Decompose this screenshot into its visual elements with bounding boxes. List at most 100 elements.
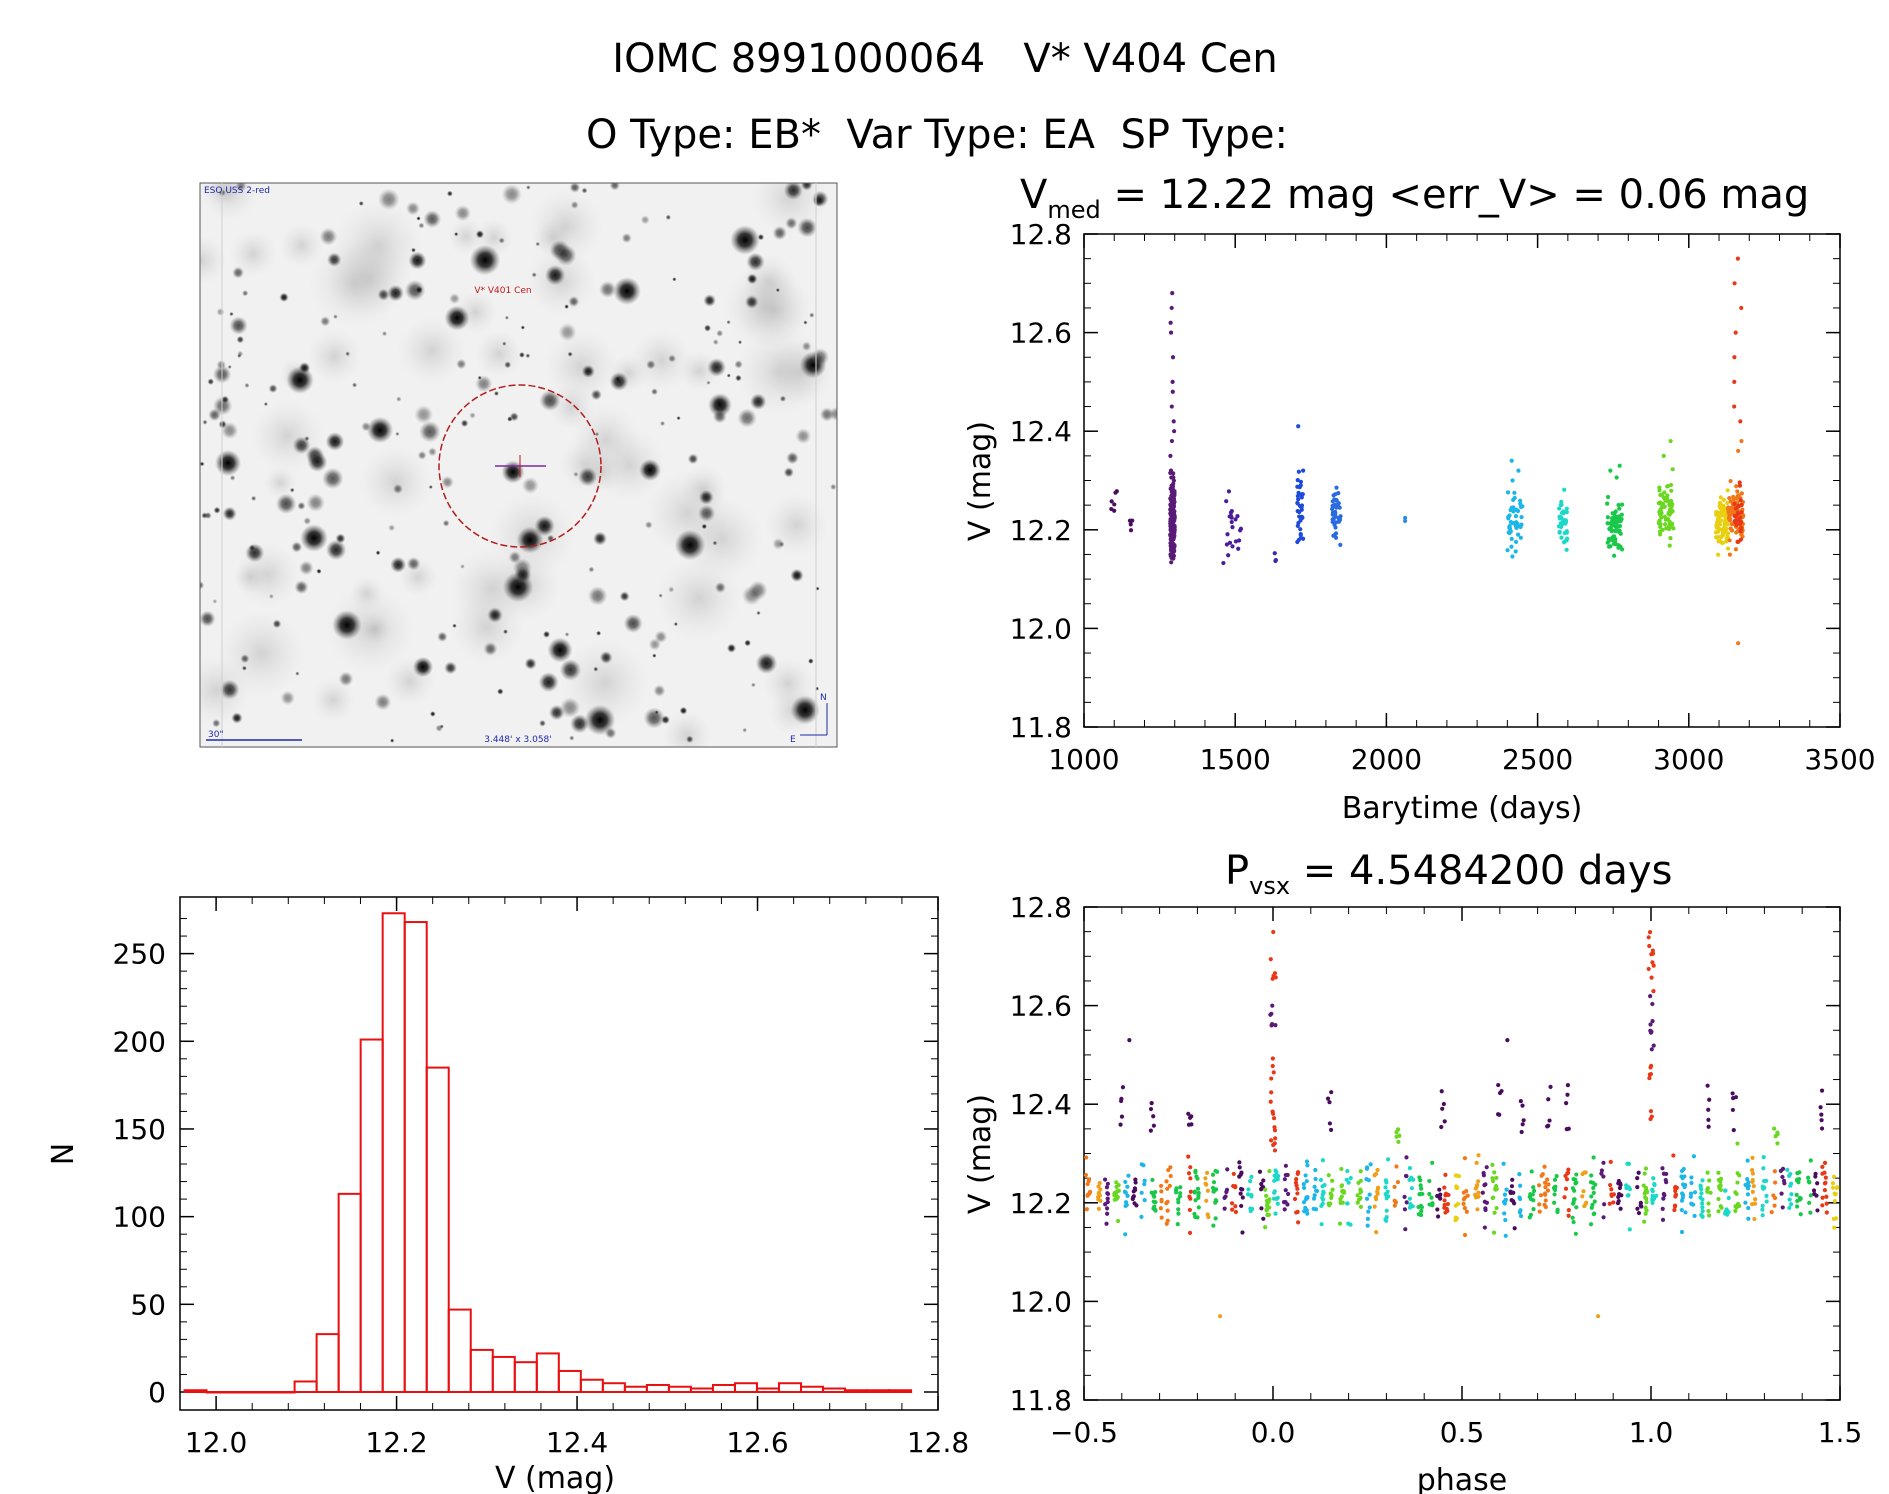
lightcurve-point — [1726, 506, 1731, 512]
lightcurve-point — [1615, 524, 1621, 529]
phased-point — [1735, 1180, 1740, 1185]
phased-point — [1248, 1178, 1253, 1184]
lightcurve-point — [1557, 506, 1562, 511]
phased-point — [1494, 1205, 1499, 1211]
phased-point — [1574, 1172, 1579, 1177]
phased-point — [1648, 1109, 1654, 1114]
y-tick-label: 12.0 — [1010, 612, 1072, 645]
finder-star — [221, 421, 239, 440]
lightcurve-point — [1226, 489, 1232, 494]
phased-outlier-point — [1217, 1314, 1223, 1319]
phased-point — [1493, 1187, 1498, 1192]
lightcurve-point — [1669, 488, 1674, 493]
phased-point — [1373, 1194, 1378, 1200]
phased-point — [1590, 1202, 1595, 1207]
finder-star — [609, 371, 629, 391]
phased-point — [1760, 1203, 1765, 1208]
histogram-bar — [491, 1355, 516, 1394]
finder-star — [493, 390, 499, 396]
finder-compass-n-label: N — [820, 693, 827, 703]
phased-point — [1565, 1092, 1570, 1097]
phased-point — [1512, 1226, 1517, 1231]
phased-point — [1483, 1206, 1488, 1211]
lightcurve-point — [1225, 532, 1230, 537]
phased-point — [1330, 1178, 1335, 1183]
phased-point — [1105, 1196, 1110, 1201]
phased-point — [1546, 1097, 1551, 1102]
lightcurve-point — [1716, 526, 1721, 532]
phased-point — [1292, 1196, 1298, 1202]
finder-star — [212, 719, 221, 728]
phased-point — [1131, 1189, 1136, 1194]
finder-star — [242, 290, 249, 297]
finder-star — [564, 304, 569, 309]
phased-point — [1276, 1173, 1281, 1179]
lightcurve-point — [1295, 509, 1300, 514]
phased-point — [1796, 1176, 1802, 1182]
phased-point — [1192, 1190, 1197, 1195]
phased-point — [1733, 1095, 1739, 1100]
lightcurve-point — [1736, 539, 1741, 544]
phased-point — [1573, 1231, 1578, 1236]
phased-point — [1275, 1201, 1280, 1206]
lightcurve-point — [1168, 320, 1173, 325]
lightcurve-point — [1235, 514, 1240, 519]
lightcurve-point — [1725, 500, 1730, 506]
finder-star — [587, 586, 608, 606]
finder-star — [590, 389, 602, 401]
phased-point — [1592, 1211, 1597, 1216]
lightcurve-point — [1224, 499, 1229, 504]
lightcurve-point — [1509, 520, 1515, 525]
lightcurve-point — [1736, 493, 1741, 498]
histogram-bar — [249, 1391, 274, 1394]
finder-star — [738, 340, 743, 345]
histogram-bars — [183, 912, 913, 1394]
finder-bright-star — [790, 695, 820, 725]
finder-star — [599, 651, 613, 664]
phased-point — [1823, 1175, 1828, 1180]
lightcurve-point — [1739, 491, 1745, 496]
finder-star — [811, 190, 829, 208]
phased-point — [1639, 1204, 1644, 1209]
lightcurve-point — [1616, 502, 1621, 508]
lightcurve-point — [1721, 504, 1726, 510]
finder-nebulosity — [662, 710, 712, 747]
lightcurve-point — [1732, 501, 1737, 507]
lightcurve-point — [1170, 509, 1175, 514]
finder-star — [772, 537, 785, 550]
lightcurve-point — [1518, 524, 1523, 530]
finder-star — [275, 493, 297, 515]
phased-point — [1445, 1208, 1450, 1214]
phased-point — [1495, 1112, 1501, 1117]
phased-point — [1722, 1211, 1728, 1216]
finder-star — [306, 493, 325, 512]
lightcurve-point — [1169, 438, 1175, 444]
lightcurve-point — [1171, 535, 1176, 541]
phased-point — [1114, 1196, 1119, 1201]
lightcurve-point — [1518, 535, 1523, 540]
lightcurve-point — [1229, 519, 1234, 525]
phased-point — [1116, 1188, 1121, 1193]
phased-point — [1248, 1206, 1253, 1211]
lightcurve-title: Vmed = 12.22 mag <err_V> = 0.06 mag — [1020, 172, 1809, 224]
finder-star — [559, 659, 582, 681]
phased-point — [1313, 1176, 1318, 1182]
phased-point — [1502, 1211, 1507, 1216]
finder-star — [325, 432, 345, 451]
phased-point — [1159, 1189, 1164, 1194]
phased-point — [1494, 1175, 1499, 1180]
phased-point — [1599, 1171, 1604, 1176]
phased-point — [1574, 1205, 1579, 1210]
lightcurve-point — [1299, 505, 1304, 510]
phased-point — [1211, 1189, 1216, 1194]
lightcurve-point — [1668, 536, 1673, 541]
phased-point — [1329, 1090, 1334, 1095]
phased-point — [1552, 1192, 1557, 1197]
finder-star — [795, 428, 812, 444]
finder-star — [790, 568, 804, 582]
phased-point — [1649, 1029, 1654, 1034]
phased-plot-frame — [1083, 906, 1841, 1401]
phased-point — [1302, 1209, 1307, 1214]
phased-point — [1806, 1175, 1811, 1180]
phased-point — [1273, 975, 1278, 980]
